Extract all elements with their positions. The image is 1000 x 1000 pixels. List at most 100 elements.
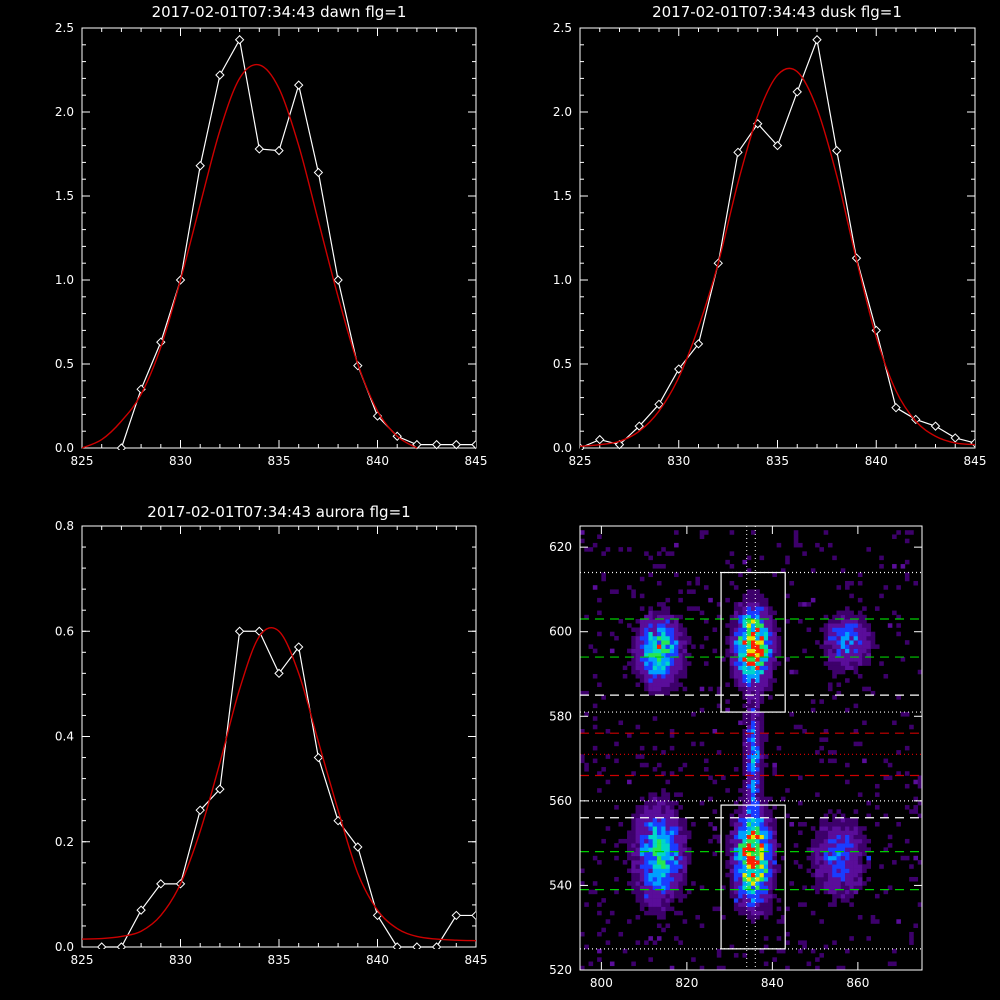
heatmap-cell xyxy=(845,876,850,882)
heatmap-cell xyxy=(755,796,760,802)
heatmap-cell xyxy=(768,665,773,671)
heatmap-cell xyxy=(836,809,842,814)
heatmap-cell xyxy=(665,597,671,603)
heatmap-cell xyxy=(853,703,859,709)
heatmap-cell xyxy=(832,640,837,645)
heatmap-cell xyxy=(866,876,871,882)
heatmap-cell xyxy=(652,652,658,658)
heatmap-cell xyxy=(866,631,871,637)
heatmap-cell xyxy=(746,589,752,594)
heatmap-cell xyxy=(742,876,748,882)
heatmap-cell xyxy=(755,822,760,827)
heatmap-cell xyxy=(627,838,632,844)
heatmap-cell xyxy=(862,838,867,844)
heatmap-cell xyxy=(857,830,863,835)
heatmap-cell xyxy=(836,652,842,658)
heatmap-cell xyxy=(746,593,752,599)
heatmap-cell xyxy=(665,881,671,886)
heatmap-cell xyxy=(845,889,850,895)
heatmap-cell xyxy=(738,686,743,692)
heatmap-cell xyxy=(840,619,846,624)
heatmap-cell xyxy=(832,860,837,865)
heatmap-cell xyxy=(605,919,611,924)
heatmap-cell xyxy=(755,813,760,819)
heatmap-cell xyxy=(678,855,683,861)
heatmap-cell xyxy=(742,602,748,607)
heatmap-cell xyxy=(849,826,854,831)
heatmap-cell xyxy=(862,652,867,658)
heatmap-cell xyxy=(609,648,615,654)
heatmap-cell xyxy=(652,674,658,679)
heatmap-cell xyxy=(656,872,662,878)
x-tick-label: 845 xyxy=(465,953,488,967)
heatmap-cell xyxy=(751,767,756,772)
heatmap-cell xyxy=(686,652,692,658)
heatmap-cell xyxy=(857,885,863,890)
heatmap-cell xyxy=(665,648,671,654)
heatmap-cell xyxy=(674,652,679,658)
y-tick-label: 0.4 xyxy=(55,730,74,744)
heatmap-cell xyxy=(665,851,671,857)
heatmap-cell xyxy=(845,779,850,785)
heatmap-cell xyxy=(648,635,653,641)
heatmap-cell xyxy=(849,648,854,654)
data-point xyxy=(634,421,644,431)
heatmap-cell xyxy=(703,619,709,624)
data-point xyxy=(772,140,783,151)
heatmap-cell xyxy=(751,868,756,874)
heatmap-cell xyxy=(738,627,743,633)
heatmap-cell xyxy=(845,851,850,857)
heatmap-cell xyxy=(896,919,901,924)
heatmap-cell xyxy=(733,902,739,907)
heatmap-cell xyxy=(652,682,658,687)
heatmap-cell xyxy=(862,635,867,641)
heatmap-cell xyxy=(652,619,658,624)
heatmap-cell xyxy=(746,703,752,709)
heatmap-cell xyxy=(763,830,769,835)
heatmap-cell xyxy=(763,855,769,861)
heatmap-cell xyxy=(712,809,718,814)
heatmap-cell xyxy=(669,686,675,692)
heatmap-cell xyxy=(652,851,658,857)
heatmap-cell xyxy=(733,809,739,814)
heatmap-cell xyxy=(597,682,602,687)
heatmap-cell xyxy=(819,737,824,742)
heatmap-cell xyxy=(806,847,812,852)
heatmap-cell xyxy=(627,919,632,924)
heatmap-cell xyxy=(584,944,589,950)
heatmap-cell xyxy=(746,860,752,865)
heatmap-cell xyxy=(763,657,769,662)
heatmap-cell xyxy=(742,855,748,861)
heatmap-cell xyxy=(857,864,863,869)
heatmap-cell xyxy=(661,826,666,831)
heatmap-cell xyxy=(874,644,880,649)
heatmap-cell xyxy=(917,779,922,785)
heatmap-cell xyxy=(866,627,871,633)
heatmap-cell xyxy=(746,568,752,573)
heatmap-cell xyxy=(845,657,850,662)
heatmap-cell xyxy=(866,652,871,658)
heatmap-cell xyxy=(703,661,709,666)
heatmap-cell xyxy=(665,686,671,692)
heatmap-cell xyxy=(661,652,666,658)
heatmap-cell xyxy=(656,915,662,920)
heatmap-cell xyxy=(648,657,653,662)
heatmap-cell xyxy=(857,652,863,658)
heatmap-cell xyxy=(827,864,833,869)
heatmap-cell xyxy=(614,855,619,861)
data-line xyxy=(120,38,476,449)
heatmap-cell xyxy=(768,631,773,637)
heatmap-cell xyxy=(665,665,671,671)
heatmap-cell xyxy=(917,860,922,865)
heatmap-cell xyxy=(661,640,666,645)
heatmap-cell xyxy=(755,750,760,755)
heatmap-cell xyxy=(823,864,829,869)
heatmap-cell xyxy=(639,652,645,658)
heatmap-cell xyxy=(746,657,752,662)
heatmap-cell xyxy=(674,627,679,633)
heatmap-cell xyxy=(746,898,752,903)
heatmap-cell xyxy=(742,906,748,912)
heatmap-cell xyxy=(904,838,910,844)
heatmap-cell xyxy=(738,868,743,874)
heatmap-cell xyxy=(832,644,837,649)
